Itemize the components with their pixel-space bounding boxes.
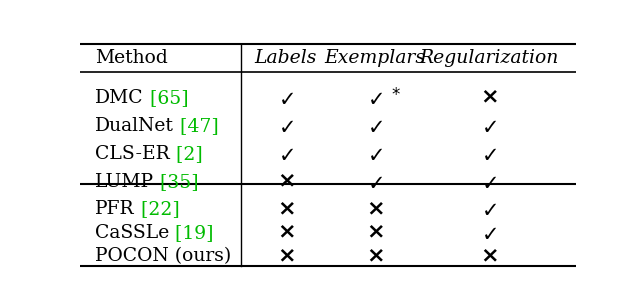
Text: $\boldsymbol{\times}$: $\boldsymbol{\times}$ bbox=[480, 88, 498, 108]
Text: Method: Method bbox=[95, 49, 168, 67]
Text: Labels: Labels bbox=[255, 49, 317, 67]
Text: LUMP: LUMP bbox=[95, 172, 154, 191]
Text: $\boldsymbol{\times}$: $\boldsymbol{\times}$ bbox=[277, 223, 295, 243]
Text: $*$: $*$ bbox=[391, 84, 401, 102]
Text: $\boldsymbol{\times}$: $\boldsymbol{\times}$ bbox=[277, 200, 295, 220]
Text: $\boldsymbol{\times}$: $\boldsymbol{\times}$ bbox=[366, 200, 384, 220]
Text: [35]: [35] bbox=[154, 172, 198, 191]
Text: Regularization: Regularization bbox=[419, 49, 559, 67]
Text: PFR: PFR bbox=[95, 201, 134, 218]
Text: $\boldsymbol{\times}$: $\boldsymbol{\times}$ bbox=[277, 246, 295, 266]
Text: $\checkmark$: $\checkmark$ bbox=[278, 88, 294, 108]
Text: $\boldsymbol{\times}$: $\boldsymbol{\times}$ bbox=[480, 246, 498, 266]
Text: $\checkmark$: $\checkmark$ bbox=[481, 172, 497, 191]
Text: $\boldsymbol{\times}$: $\boldsymbol{\times}$ bbox=[277, 172, 295, 191]
Text: $\checkmark$: $\checkmark$ bbox=[367, 88, 383, 108]
Text: POCON (ours): POCON (ours) bbox=[95, 247, 231, 265]
Text: $\checkmark$: $\checkmark$ bbox=[367, 172, 383, 191]
Text: Exemplars: Exemplars bbox=[324, 49, 426, 67]
Text: $\checkmark$: $\checkmark$ bbox=[481, 223, 497, 243]
Text: DualNet: DualNet bbox=[95, 117, 173, 135]
Text: [65]: [65] bbox=[143, 89, 188, 107]
Text: [47]: [47] bbox=[173, 117, 218, 135]
Text: $\checkmark$: $\checkmark$ bbox=[367, 144, 383, 164]
Text: $\checkmark$: $\checkmark$ bbox=[481, 144, 497, 164]
Text: CLS-ER: CLS-ER bbox=[95, 145, 170, 163]
Text: $\checkmark$: $\checkmark$ bbox=[278, 144, 294, 164]
Text: DMC: DMC bbox=[95, 89, 143, 107]
Text: $\boldsymbol{\times}$: $\boldsymbol{\times}$ bbox=[366, 223, 384, 243]
Text: [2]: [2] bbox=[170, 145, 202, 163]
Text: CaSSLe: CaSSLe bbox=[95, 224, 169, 242]
Text: $\boldsymbol{\times}$: $\boldsymbol{\times}$ bbox=[366, 246, 384, 266]
Text: $\checkmark$: $\checkmark$ bbox=[481, 200, 497, 220]
Text: $\checkmark$: $\checkmark$ bbox=[481, 116, 497, 136]
Text: [19]: [19] bbox=[169, 224, 214, 242]
Text: $\checkmark$: $\checkmark$ bbox=[278, 116, 294, 136]
Text: [22]: [22] bbox=[134, 201, 179, 218]
Text: $\checkmark$: $\checkmark$ bbox=[367, 116, 383, 136]
